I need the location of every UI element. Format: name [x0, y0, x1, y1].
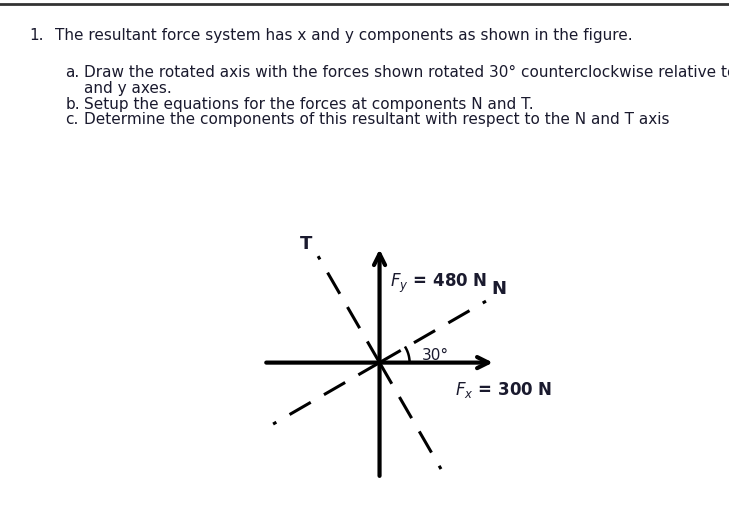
Text: $F_y$ = 480 N: $F_y$ = 480 N: [391, 272, 488, 295]
Text: c.: c.: [66, 112, 79, 127]
Text: Draw the rotated axis with the forces shown rotated 30° counterclockwise relativ: Draw the rotated axis with the forces sh…: [84, 65, 729, 80]
Text: a.: a.: [66, 65, 80, 80]
Text: 1.: 1.: [29, 28, 44, 44]
Text: N: N: [491, 280, 507, 298]
Text: and y axes.: and y axes.: [84, 81, 171, 96]
Text: Setup the equations for the forces at components N and T.: Setup the equations for the forces at co…: [84, 97, 534, 112]
Text: T: T: [300, 235, 313, 253]
Text: Determine the components of this resultant with respect to the N and T axis: Determine the components of this resulta…: [84, 112, 669, 127]
Text: The resultant force system has x and y components as shown in the figure.: The resultant force system has x and y c…: [55, 28, 632, 44]
Text: b.: b.: [66, 97, 80, 112]
Text: 30°: 30°: [422, 348, 449, 363]
Text: $F_x$ = 300 N: $F_x$ = 300 N: [455, 380, 553, 400]
